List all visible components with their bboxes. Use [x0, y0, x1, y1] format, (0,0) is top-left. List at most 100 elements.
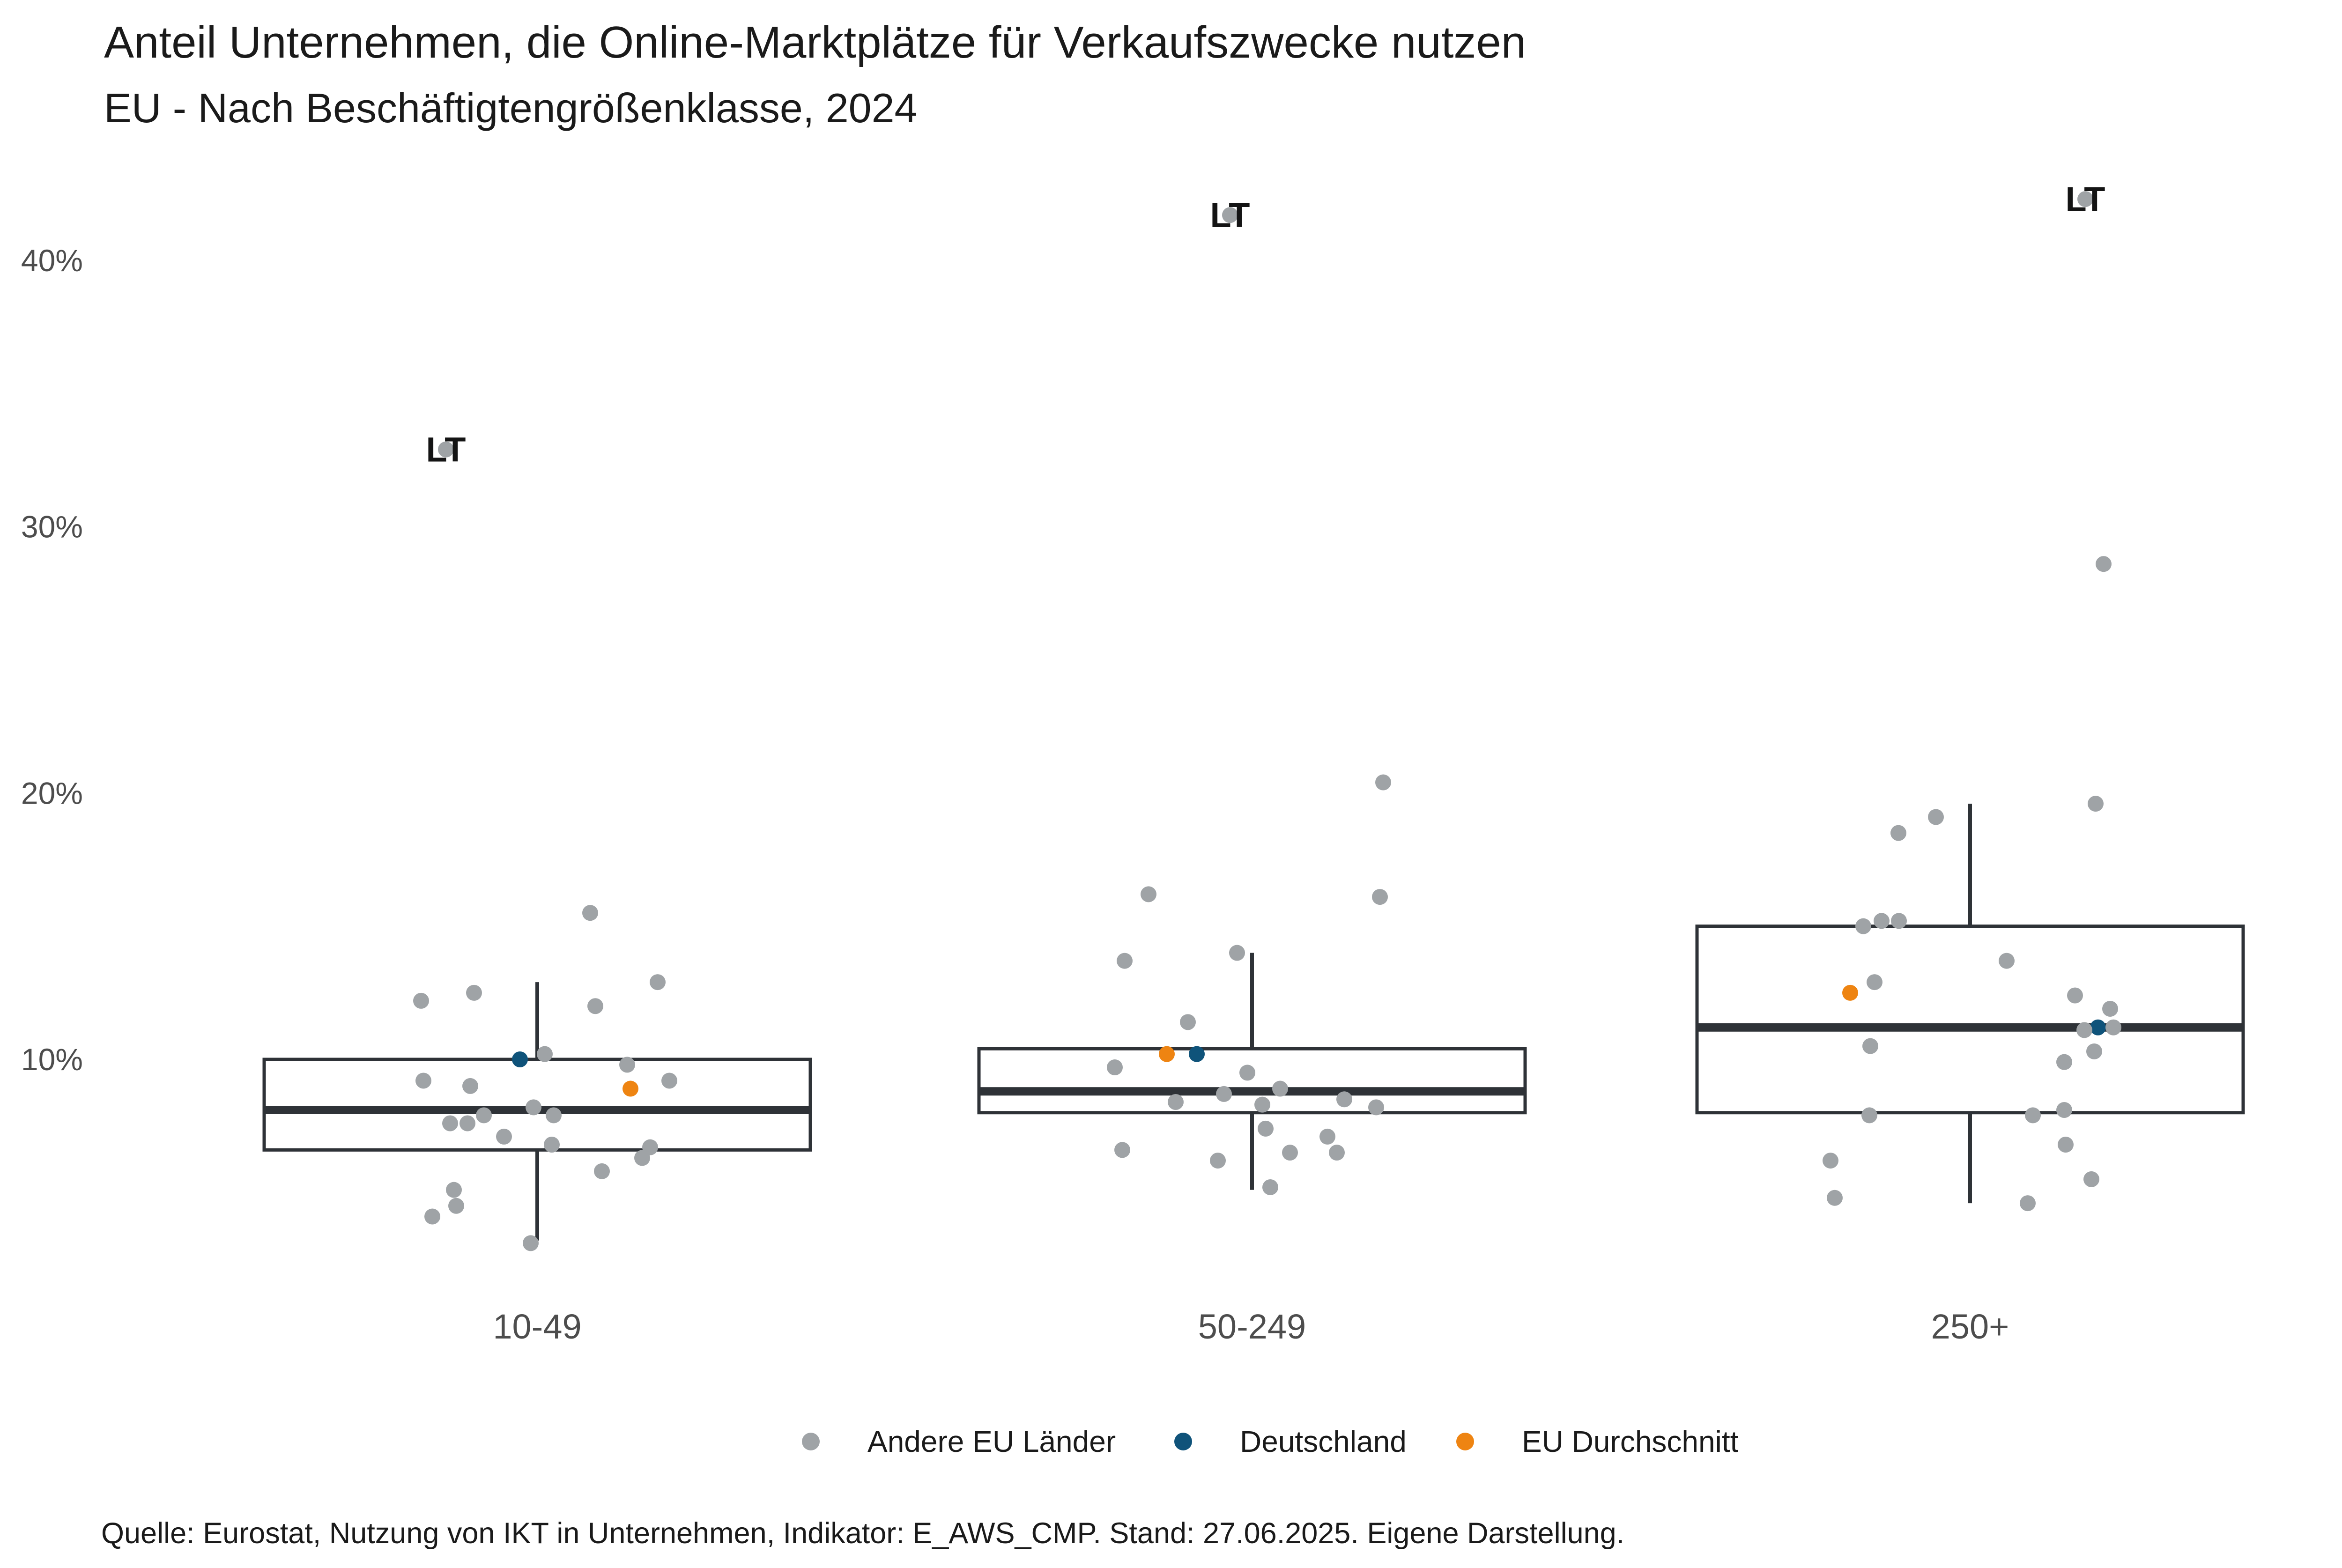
data-point-other-eu: [1319, 1128, 1335, 1145]
outlier-label: LT: [2066, 180, 2105, 219]
orange-dot-icon: [1456, 1433, 1474, 1450]
data-point-other-eu: [619, 1057, 635, 1073]
data-point-other-eu: [1114, 1142, 1130, 1158]
data-point-other-eu: [1891, 913, 1907, 929]
data-point-other-eu: [2077, 191, 2093, 207]
data-point-other-eu: [1229, 945, 1245, 961]
data-point-other-eu: [526, 1099, 541, 1116]
data-point-other-eu: [2076, 1022, 2092, 1038]
data-point-other-eu: [1222, 207, 1238, 223]
data-point-other-eu: [523, 1235, 539, 1251]
data-point-other-eu: [1375, 774, 1391, 791]
data-point-other-eu: [594, 1163, 610, 1179]
data-point-other-eu: [1999, 953, 2015, 969]
data-point-other-eu: [2025, 1107, 2041, 1124]
data-point-other-eu: [2056, 1102, 2072, 1118]
data-point-other-eu: [1372, 889, 1388, 905]
gray-dot-icon: [802, 1433, 820, 1450]
x-category-label: 250+: [1931, 1307, 2009, 1346]
data-point-other-eu: [446, 1182, 462, 1198]
y-tick-label: 20%: [21, 776, 83, 810]
data-point-other-eu: [1928, 809, 1944, 825]
x-category-label: 50-249: [1198, 1307, 1306, 1346]
data-point-other-eu: [1862, 1038, 1878, 1054]
x-category-label: 10-49: [493, 1307, 581, 1346]
data-point-other-eu: [1823, 1153, 1838, 1169]
data-point-other-eu: [650, 974, 666, 991]
data-point-other-eu: [2086, 1043, 2102, 1059]
data-point-other-eu: [2020, 1195, 2036, 1212]
data-point-other-eu: [546, 1107, 562, 1124]
legend-label: EU Durchschnitt: [1522, 1425, 1739, 1458]
data-point-other-eu: [1827, 1190, 1843, 1206]
data-point-other-eu: [2088, 796, 2104, 812]
data-point-other-eu: [1282, 1145, 1298, 1161]
data-point-other-eu: [413, 992, 429, 1009]
data-point-other-eu: [1368, 1099, 1384, 1116]
data-point-other-eu: [1855, 918, 1871, 934]
data-point-deutschland: [1189, 1046, 1205, 1062]
data-point-other-eu: [1329, 1145, 1345, 1161]
data-point-other-eu: [415, 1072, 431, 1089]
data-point-other-eu: [438, 441, 454, 458]
data-point-deutschland: [512, 1051, 528, 1067]
outlier-label: LT: [426, 430, 466, 469]
data-point-other-eu: [1272, 1080, 1288, 1097]
data-point-eu-durchschnitt: [1159, 1046, 1175, 1062]
data-point-other-eu: [1867, 974, 1882, 991]
data-point-other-eu: [1861, 1107, 1877, 1124]
data-point-other-eu: [1262, 1179, 1278, 1195]
legend-item-eu-durchschnitt: EU Durchschnitt: [1456, 1423, 1738, 1460]
data-point-other-eu: [1210, 1153, 1226, 1169]
data-point-other-eu: [1107, 1059, 1123, 1076]
data-point-other-eu: [634, 1150, 650, 1166]
legend-label: Deutschland: [1240, 1425, 1407, 1458]
page-title: Anteil Unternehmen, die Online-Marktplät…: [104, 17, 1527, 67]
chart-legend: Andere EU Länder Deutschland EU Durchsch…: [0, 1423, 2342, 1460]
page-subtitle: EU - Nach Beschäftigtengrößenklasse, 202…: [104, 85, 918, 131]
data-point-other-eu: [587, 998, 603, 1014]
data-point-other-eu: [466, 984, 482, 1001]
data-point-other-eu: [1874, 913, 1890, 929]
box: [1695, 925, 2245, 1115]
data-point-other-eu: [496, 1128, 512, 1145]
data-point-other-eu: [1216, 1086, 1232, 1102]
y-tick-label: 30%: [21, 510, 83, 544]
data-point-eu-durchschnitt: [1842, 984, 1858, 1001]
data-point-deutschland: [2090, 1019, 2106, 1035]
data-point-other-eu: [2058, 1136, 2074, 1153]
data-point-other-eu: [2056, 1054, 2072, 1070]
y-tick-label: 10%: [21, 1042, 83, 1077]
data-point-other-eu: [2067, 987, 2083, 1004]
data-point-other-eu: [1258, 1120, 1274, 1137]
data-point-eu-durchschnitt: [623, 1080, 638, 1097]
legend-label: Andere EU Länder: [867, 1425, 1116, 1458]
legend-item-deutschland: Deutschland: [1174, 1423, 1407, 1460]
data-point-other-eu: [1336, 1091, 1352, 1108]
data-point-other-eu: [2105, 1019, 2121, 1035]
data-point-other-eu: [462, 1078, 478, 1094]
data-point-other-eu: [1254, 1096, 1270, 1113]
data-point-other-eu: [442, 1115, 458, 1132]
blue-dot-icon: [1174, 1433, 1192, 1450]
y-tick-label: 40%: [21, 243, 83, 278]
outlier-label: LT: [1210, 196, 1250, 235]
data-point-other-eu: [1141, 886, 1156, 902]
data-point-other-eu: [424, 1208, 440, 1225]
box: [977, 1047, 1527, 1115]
data-point-other-eu: [2102, 1000, 2118, 1017]
legend-item-andere-eu-laender: Andere EU Länder: [802, 1423, 1116, 1460]
data-point-other-eu: [1180, 1014, 1196, 1030]
data-point-other-eu: [1239, 1065, 1255, 1081]
data-point-other-eu: [1890, 825, 1906, 841]
data-point-other-eu: [2096, 556, 2112, 572]
data-point-other-eu: [448, 1198, 464, 1214]
data-point-other-eu: [1168, 1094, 1184, 1110]
data-point-other-eu: [537, 1046, 553, 1062]
data-point-other-eu: [661, 1072, 677, 1089]
data-point-other-eu: [582, 905, 598, 921]
data-point-other-eu: [1117, 953, 1133, 969]
data-point-other-eu: [460, 1115, 475, 1132]
source-note: Quelle: Eurostat, Nutzung von IKT in Unt…: [101, 1517, 1625, 1550]
